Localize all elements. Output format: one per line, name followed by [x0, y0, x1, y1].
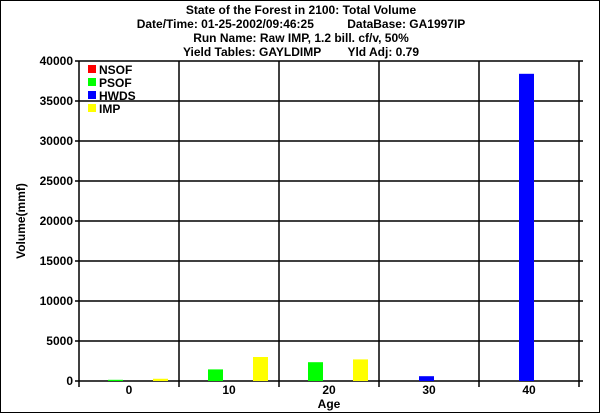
legend-label-imp: IMP: [99, 102, 120, 116]
x-tick-label: 30: [422, 383, 436, 397]
x-tick-label: 0: [126, 383, 133, 397]
legend-label-psof: PSOF: [99, 76, 132, 90]
y-tick-label: 25000: [40, 174, 74, 188]
y-axis-label: Volume(mmf): [14, 183, 28, 259]
y-tick-label: 35000: [40, 94, 74, 108]
x-tick-label: 20: [322, 383, 336, 397]
y-tick-label: 10000: [40, 294, 74, 308]
bar-psof-20: [308, 362, 323, 381]
legend-label-hwds: HWDS: [99, 89, 136, 103]
bar-hwds-30: [419, 376, 434, 381]
chart-subtitle-1: Date/Time: 01-25-2002/09:46:25 DataBase:…: [136, 17, 466, 31]
y-tick-label: 15000: [40, 254, 74, 268]
y-tick-label: 20000: [40, 214, 74, 228]
y-tick-label: 30000: [40, 134, 74, 148]
chart-title: State of the Forest in 2100: Total Volum…: [185, 3, 417, 17]
bar-imp-0: [153, 378, 168, 381]
bar-psof-0: [108, 379, 123, 381]
y-tick-label: 0: [66, 374, 73, 388]
y-tick-label: 40000: [40, 54, 74, 68]
legend-label-nsof: NSOF: [99, 63, 132, 77]
x-tick-label: 10: [222, 383, 236, 397]
bar-imp-20: [353, 359, 368, 381]
chart-subtitle-3: Yield Tables: GAYLDIMP Yld Adj: 0.79: [182, 45, 420, 59]
x-axis-label: Age: [318, 397, 341, 411]
bar-hwds-40: [519, 73, 534, 382]
y-tick-label: 5000: [46, 334, 73, 348]
bar-imp-10: [253, 357, 268, 381]
chart-subtitle-2: Run Name: Raw IMP, 1.2 bill. cf/v, 50%: [193, 31, 409, 45]
legend-swatch-hwds: [88, 91, 96, 99]
bar-psof-10: [208, 369, 223, 381]
legend-swatch-nsof: [88, 65, 96, 73]
legend-swatch-psof: [88, 78, 96, 86]
legend-swatch-imp: [88, 104, 96, 112]
x-tick-label: 40: [522, 383, 536, 397]
